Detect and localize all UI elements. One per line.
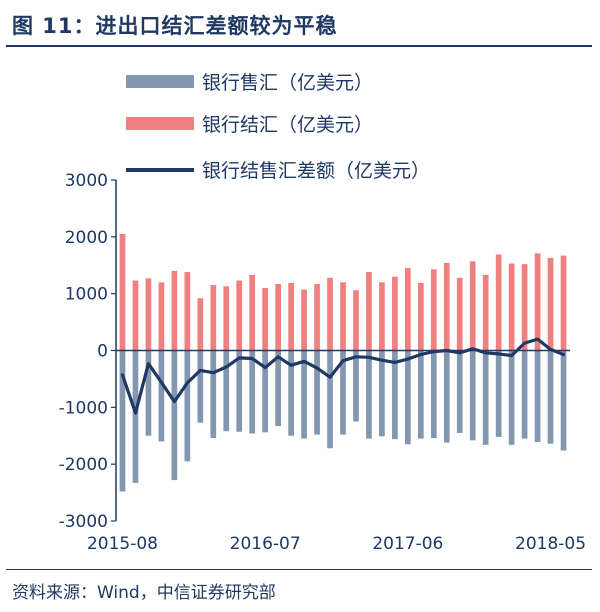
bar-settle bbox=[158, 282, 165, 351]
bar-sell bbox=[469, 350, 476, 441]
bar-settle bbox=[508, 263, 515, 351]
bar-sell bbox=[223, 350, 230, 432]
bar-sell bbox=[301, 350, 307, 439]
y-tick-label: 2000 bbox=[65, 228, 108, 248]
bar-sell bbox=[210, 350, 217, 439]
source-note: 资料来源：Wind，中信证券研究部 bbox=[12, 583, 276, 603]
bar-sell bbox=[288, 350, 294, 436]
x-tick-label: 2017-06 bbox=[372, 534, 443, 554]
bar-settle bbox=[145, 278, 152, 351]
legend-swatch-net bbox=[126, 167, 194, 172]
bar-sell bbox=[132, 350, 139, 483]
bar-settle bbox=[469, 261, 476, 351]
bar-settle bbox=[184, 272, 191, 351]
bar-settle bbox=[249, 274, 256, 351]
chart-title: 图 11：进出口结汇差额较为平稳 bbox=[12, 14, 338, 38]
bar-sell bbox=[521, 350, 528, 439]
legend-label-sell: 银行售汇（亿美元） bbox=[202, 72, 374, 94]
bar-settle bbox=[547, 257, 554, 351]
bar-settle bbox=[456, 277, 463, 351]
bar-sell bbox=[482, 350, 489, 445]
bar-sell bbox=[340, 350, 346, 435]
bar-sell bbox=[534, 350, 541, 443]
bar-sell bbox=[353, 350, 359, 422]
bar-settle bbox=[353, 290, 359, 351]
y-tick-label: -3000 bbox=[59, 512, 108, 532]
bar-settle bbox=[392, 276, 398, 351]
y-tick-label: 1000 bbox=[65, 285, 108, 305]
bar-sell bbox=[145, 350, 152, 436]
bar-sell bbox=[119, 350, 126, 492]
bar-settle bbox=[379, 282, 385, 351]
bar-settle bbox=[301, 289, 307, 351]
bar-sell bbox=[430, 350, 437, 439]
bar-sell bbox=[275, 350, 281, 427]
bar-sell bbox=[262, 350, 269, 433]
bar-sell bbox=[249, 350, 256, 434]
bar-sell bbox=[560, 350, 567, 451]
y-tick-label: 0 bbox=[97, 342, 108, 362]
bar-sell bbox=[508, 350, 515, 445]
bar-settle bbox=[197, 298, 204, 351]
bar-sell bbox=[495, 350, 502, 437]
bar-sell bbox=[405, 350, 411, 445]
bar-sell bbox=[184, 350, 191, 462]
bar-settle bbox=[119, 233, 126, 351]
bar-sell bbox=[547, 350, 554, 444]
bar-settle bbox=[210, 285, 217, 351]
bar-settle bbox=[366, 272, 372, 351]
bar-settle bbox=[430, 269, 437, 351]
bar-settle bbox=[534, 253, 541, 351]
bar-settle bbox=[405, 268, 411, 351]
bar-settle bbox=[560, 255, 567, 351]
bar-settle bbox=[314, 284, 320, 351]
net-line bbox=[120, 337, 566, 415]
bar-settle bbox=[262, 287, 269, 351]
legend-item-settle: 银行结汇（亿美元） bbox=[126, 110, 373, 137]
bar-sell bbox=[158, 350, 165, 442]
legend-swatch-settle bbox=[126, 117, 194, 130]
source-rule bbox=[6, 569, 592, 570]
bar-settle bbox=[223, 286, 230, 351]
bar-sell bbox=[197, 350, 204, 423]
bar-settle bbox=[327, 277, 333, 351]
y-tick-label: -1000 bbox=[59, 398, 108, 418]
bar-sell bbox=[366, 350, 372, 439]
bar-settle bbox=[275, 284, 281, 351]
legend-label-settle: 银行结汇（亿美元） bbox=[202, 114, 374, 136]
x-tick-label: 2018-05 bbox=[515, 534, 586, 554]
bar-settle bbox=[521, 264, 528, 351]
bar-sell bbox=[314, 350, 320, 435]
bar-settle bbox=[482, 274, 489, 351]
bar-sell bbox=[392, 350, 398, 440]
bar-settle bbox=[417, 282, 424, 351]
bar-settle bbox=[171, 270, 178, 351]
bar-settle bbox=[495, 254, 502, 351]
bar-sell bbox=[379, 350, 385, 437]
bar-sell bbox=[456, 350, 463, 433]
bar-settle bbox=[443, 262, 450, 351]
x-tick-label: 2015-08 bbox=[87, 534, 158, 554]
bar-settle bbox=[236, 280, 243, 351]
bar-sell bbox=[236, 350, 243, 432]
y-tick-label: -2000 bbox=[59, 455, 108, 475]
bar-settle bbox=[288, 282, 294, 351]
bar-settle bbox=[132, 280, 139, 351]
x-tick-label: 2016-07 bbox=[230, 534, 301, 554]
y-tick-label: 3000 bbox=[65, 171, 108, 191]
legend-swatch-sell bbox=[126, 75, 194, 88]
bar-sell bbox=[417, 350, 424, 439]
legend-label-net: 银行结售汇差额（亿美元） bbox=[202, 160, 431, 182]
legend-item-net: 银行结售汇差额（亿美元） bbox=[126, 156, 430, 183]
bar-sell bbox=[443, 350, 450, 443]
bar-sell bbox=[327, 350, 333, 449]
bar-settle bbox=[340, 282, 346, 351]
legend-item-sell: 银行售汇（亿美元） bbox=[126, 68, 373, 95]
bar-sell bbox=[171, 350, 178, 481]
title-rule bbox=[6, 45, 592, 47]
